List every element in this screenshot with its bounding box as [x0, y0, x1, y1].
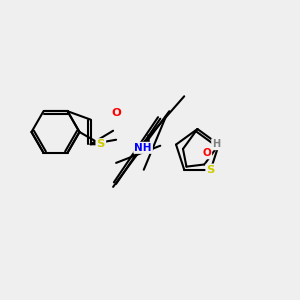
Text: H: H	[212, 139, 220, 149]
Text: O: O	[111, 108, 121, 118]
Text: S: S	[97, 139, 105, 149]
Text: NH: NH	[134, 143, 152, 153]
Text: S: S	[206, 165, 215, 175]
Text: O: O	[202, 148, 211, 158]
